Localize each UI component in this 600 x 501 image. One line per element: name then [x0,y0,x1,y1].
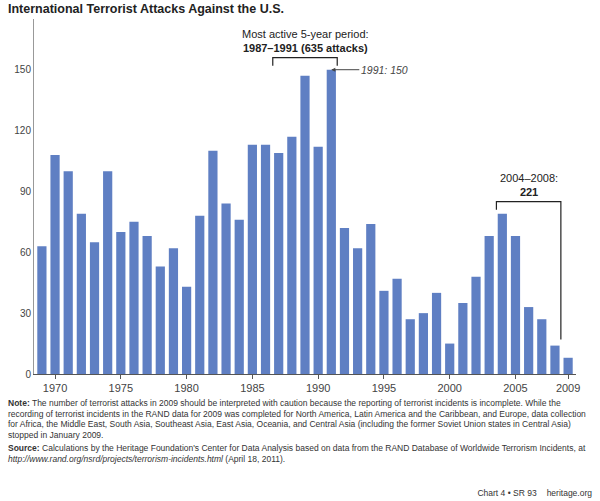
svg-text:2004–2008:221: 2004–2008:221 [500,172,558,198]
svg-text:Most active 5-year period:1987: Most active 5-year period:1987–1991 (635… [242,28,369,54]
svg-text:0: 0 [25,369,31,380]
svg-text:1985: 1985 [240,382,264,394]
html-text:Chart 4 • SR 93: Chart 4 • SR 93 [477,488,537,498]
svg-text:2009: 2009 [556,382,580,394]
svg-text:150: 150 [14,64,31,75]
svg-text:2000: 2000 [437,382,461,394]
html-text:International Terrorist Attack: International Terrorist Attacks Against … [8,2,284,16]
svg-text:30: 30 [20,308,32,319]
html-text:http://www.rand.org/nsrd/proje: http://www.rand.org/nsrd/projects/terror… [8,453,286,464]
svg-text:1970: 1970 [43,382,67,394]
html-text:heritage.org: heritage.org [546,488,592,498]
svg-text:90: 90 [20,186,32,197]
svg-text:1980: 1980 [174,382,198,394]
svg-text:60: 60 [20,247,32,258]
svg-text:1995: 1995 [372,382,396,394]
svg-text:1991: 150: 1991: 150 [361,64,408,76]
svg-text:1975: 1975 [109,382,133,394]
html-text:Source: Calculations by the He: Source: Calculations by the Heritage Fou… [8,443,586,453]
svg-text:2005: 2005 [503,382,527,394]
svg-text:1990: 1990 [306,382,330,394]
svg-text:120: 120 [14,125,31,136]
html-text:Note: The number of terrorist: Note: The number of terrorist attacks in… [8,398,586,440]
